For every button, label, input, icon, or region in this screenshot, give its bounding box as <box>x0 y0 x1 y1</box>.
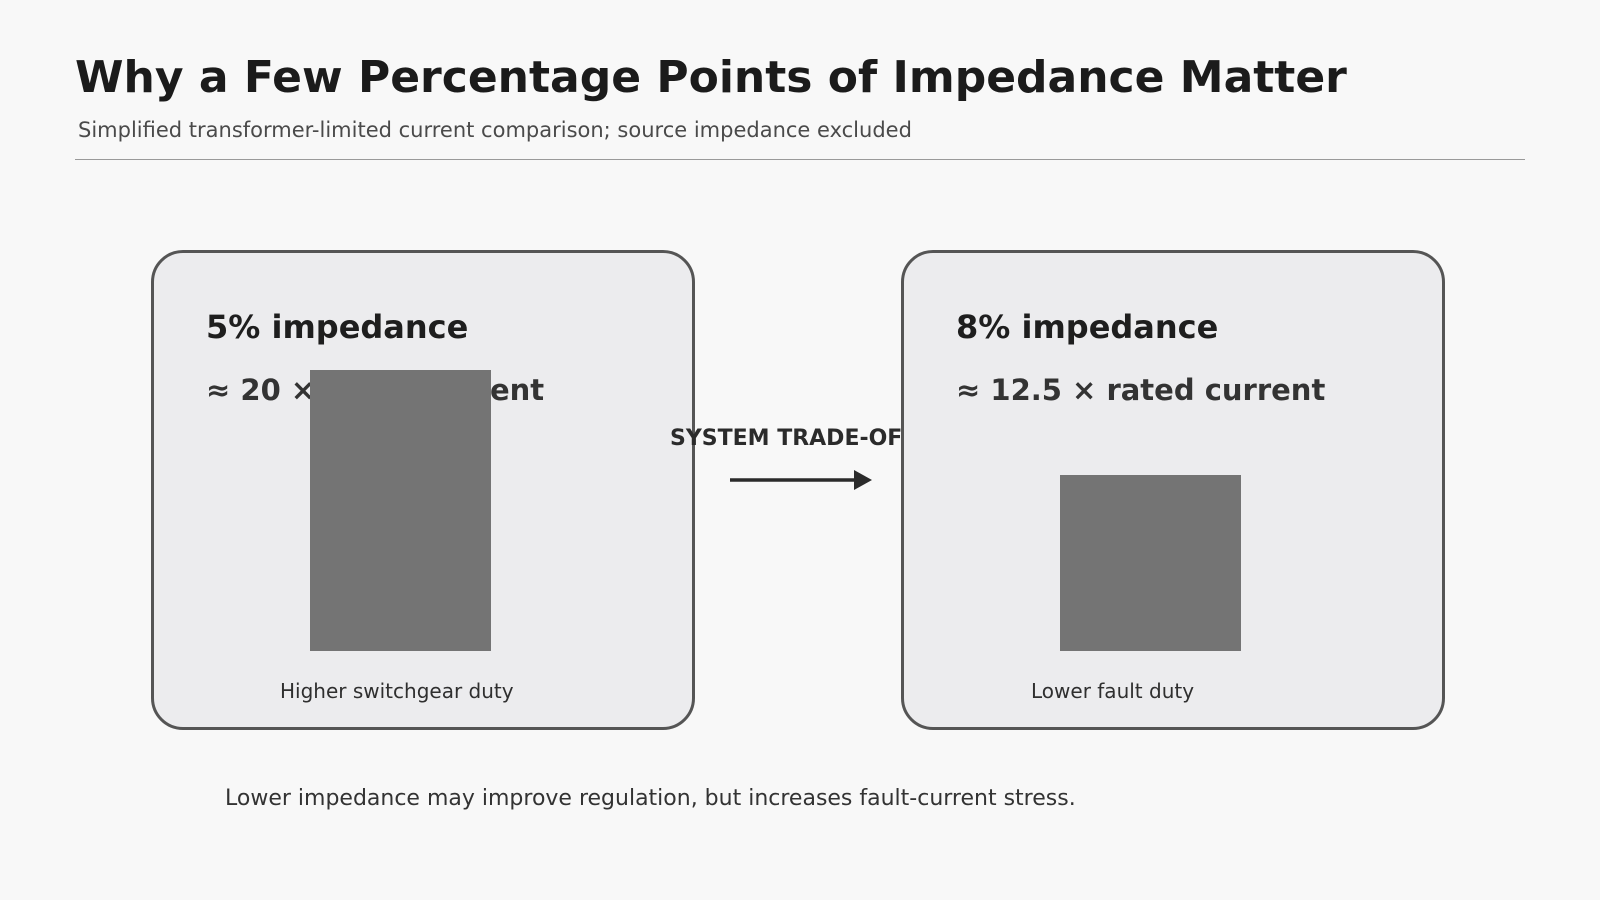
tradeoff-label: SYSTEM TRADE-OFF <box>670 426 918 451</box>
card-heading: 5% impedance <box>206 308 469 346</box>
duty-caption: Higher switchgear duty <box>280 679 514 703</box>
card-heading: 8% impedance <box>956 308 1219 346</box>
fault-current-bar <box>310 370 491 651</box>
current-multiplier-label: ≈ 12.5 × rated current <box>956 373 1326 407</box>
fault-current-bar <box>1060 475 1241 651</box>
footnote: Lower impedance may improve regulation, … <box>225 786 1076 811</box>
impedance-card-8-percent: 8% impedance ≈ 12.5 × rated current Lowe… <box>901 250 1445 730</box>
page-title: Why a Few Percentage Points of Impedance… <box>75 52 1347 103</box>
duty-caption: Lower fault duty <box>1031 679 1195 703</box>
tradeoff-arrow-icon <box>730 470 872 490</box>
page-subtitle: Simplified transformer-limited current c… <box>78 118 912 142</box>
header-divider <box>75 159 1525 160</box>
impedance-card-5-percent: 5% impedance ≈ 20 × rated current Higher… <box>151 250 695 730</box>
